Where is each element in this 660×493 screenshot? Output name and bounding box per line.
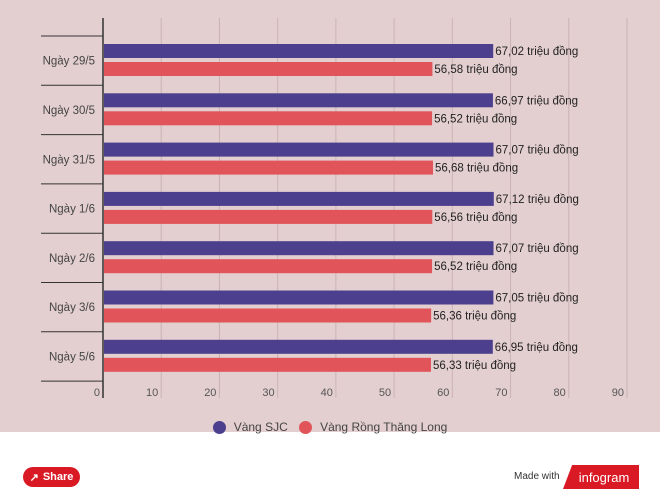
data-label: 67,02 triệu đồng [495, 46, 578, 58]
bar [104, 142, 494, 157]
legend-dot-icon [212, 420, 226, 434]
data-label: 67,05 triệu đồng [495, 293, 578, 305]
category-label: Ngày 29/5 [43, 56, 95, 68]
made-with-text: Made with [514, 471, 560, 482]
x-tick-label: 10 [146, 387, 158, 399]
data-label: 56,56 triệu đồng [434, 212, 517, 224]
legend: Vàng SJC Vàng Rồng Thăng Long [0, 420, 660, 437]
data-label: 56,52 triệu đồng [434, 261, 517, 273]
category-label: Ngày 31/5 [43, 154, 95, 166]
bar [104, 62, 433, 76]
x-tick-label: 0 [94, 387, 100, 399]
x-tick-label: 60 [437, 387, 449, 399]
bar [104, 209, 433, 224]
x-tick-label: 40 [321, 387, 333, 399]
data-label: 67,07 triệu đồng [495, 145, 578, 157]
bar [104, 44, 494, 58]
bar-chart: 0 10 20 30 40 50 60 70 80 90 Ngày 29/5 67,02 triệu … [41, 18, 628, 399]
data-label: 67,07 triệu đồng [495, 243, 578, 255]
bar [104, 93, 493, 108]
x-tick-label: 90 [612, 387, 624, 399]
legend-item-rong-thang-long[interactable]: Vàng Rồng Thăng Long [299, 420, 447, 434]
category-label: Ngày 3/6 [49, 302, 95, 314]
bar [104, 191, 494, 206]
legend-item-sjc[interactable]: Vàng SJC [212, 420, 288, 434]
data-label: 66,95 triệu đồng [495, 342, 578, 354]
bar [104, 111, 433, 126]
legend-dot-icon [299, 420, 313, 434]
infogram-logo[interactable]: infogram [563, 465, 639, 489]
data-label: 56,36 triệu đồng [433, 311, 516, 323]
data-label: 56,58 triệu đồng [434, 64, 517, 76]
category-label: Ngày 1/6 [49, 204, 95, 216]
bar [104, 357, 431, 372]
data-label: 66,97 triệu đồng [495, 95, 578, 107]
x-tick-label: 70 [495, 387, 507, 399]
data-label: 56,52 triệu đồng [434, 113, 517, 125]
bar [104, 160, 434, 175]
bar [104, 308, 432, 323]
chart-area: 0 10 20 30 40 50 60 70 80 90 Ngày 29/5 67,02 triệu … [0, 0, 660, 432]
x-tick-label: 20 [204, 387, 216, 399]
data-label: 56,33 triệu đồng [433, 360, 516, 372]
bar [104, 290, 494, 305]
category-label: Ngày 5/6 [49, 351, 95, 363]
data-label: 67,12 triệu đồng [496, 194, 579, 206]
bar [104, 241, 494, 256]
bar [104, 259, 433, 274]
data-label: 56,68 triệu đồng [435, 163, 518, 175]
bar [104, 339, 493, 354]
x-tick-label: 30 [262, 387, 274, 399]
x-tick-label: 50 [379, 387, 391, 399]
category-label: Ngày 2/6 [49, 253, 95, 265]
x-tick-label: 80 [554, 387, 566, 399]
category-label: Ngày 30/5 [43, 105, 95, 117]
share-button[interactable]: ↗ Share [23, 467, 80, 487]
share-icon: ↗ [29, 471, 39, 484]
